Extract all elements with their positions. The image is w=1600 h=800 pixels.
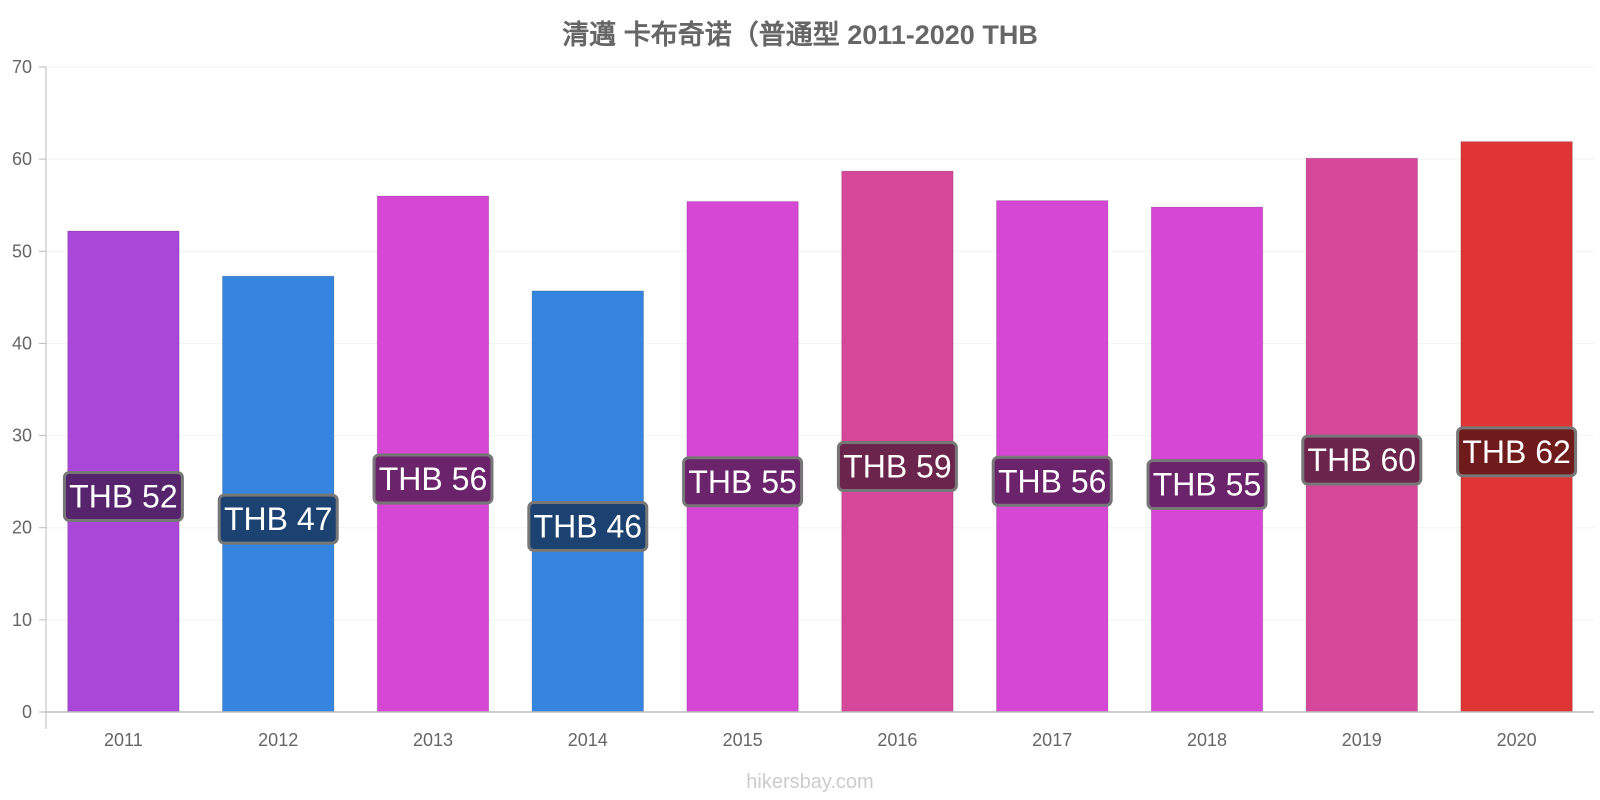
y-axis: 0 10 20 30 40 50 60 70 <box>12 57 47 729</box>
data-label-box-2011 <box>62 471 184 523</box>
data-label-2011: THB 52 <box>69 479 177 515</box>
x-tick-label-2011: 2011 <box>104 730 143 750</box>
y-tick-label: 60 <box>12 149 32 169</box>
data-label-box-2018 <box>1146 459 1268 511</box>
data-label-2015: THB 55 <box>688 464 796 500</box>
x-tick-label-2018: 2018 <box>1187 730 1227 750</box>
x-tick-label-2020: 2020 <box>1497 730 1537 750</box>
chart-title: 清邁 卡布奇诺（普通型 2011-2020 THB <box>562 19 1038 50</box>
watermark: hikersbay.com <box>746 771 873 793</box>
x-tick-label-2016: 2016 <box>877 730 917 750</box>
data-label-box-2017 <box>991 455 1113 507</box>
data-label-box-2015 <box>682 456 804 508</box>
data-labels: THB 52 THB 47 THB 56 THB 46 THB 55 THB 59 THB … <box>62 426 1578 552</box>
x-tick-label-2012: 2012 <box>258 730 298 750</box>
y-tick-label: 40 <box>12 333 32 353</box>
y-tick-label: 0 <box>22 702 32 722</box>
data-label-box-2013 <box>372 453 494 505</box>
y-tick-label: 50 <box>12 241 32 261</box>
data-label-2019: THB 60 <box>1308 442 1416 478</box>
x-tick-label-2019: 2019 <box>1342 730 1382 750</box>
data-label-2016: THB 59 <box>843 449 951 485</box>
y-tick-label: 10 <box>12 610 32 630</box>
data-label-2017: THB 56 <box>998 463 1106 499</box>
y-tick-label: 20 <box>12 518 32 538</box>
data-label-box-2016 <box>836 441 958 493</box>
data-label-2012: THB 47 <box>224 501 332 537</box>
data-label-2014: THB 46 <box>534 508 642 544</box>
data-label-box-2019 <box>1301 434 1423 486</box>
x-tick-label-2015: 2015 <box>723 730 763 750</box>
data-label-box-2012 <box>217 493 339 545</box>
bars <box>67 141 1573 713</box>
y-tick-label: 70 <box>12 57 32 77</box>
data-label-2018: THB 55 <box>1153 467 1261 503</box>
x-tick-label-2017: 2017 <box>1032 730 1072 750</box>
data-label-2020: THB 62 <box>1462 434 1570 470</box>
x-axis: 2011 2012 2013 2014 2015 2016 2017 2018 2019 2020 <box>46 711 1594 750</box>
y-tick-label: 30 <box>12 426 32 446</box>
data-label-box-2014 <box>527 500 649 552</box>
data-label-2013: THB 56 <box>379 461 487 497</box>
x-tick-label-2013: 2013 <box>413 730 453 750</box>
x-tick-label-2014: 2014 <box>568 730 608 750</box>
data-label-box-2020 <box>1456 426 1578 478</box>
